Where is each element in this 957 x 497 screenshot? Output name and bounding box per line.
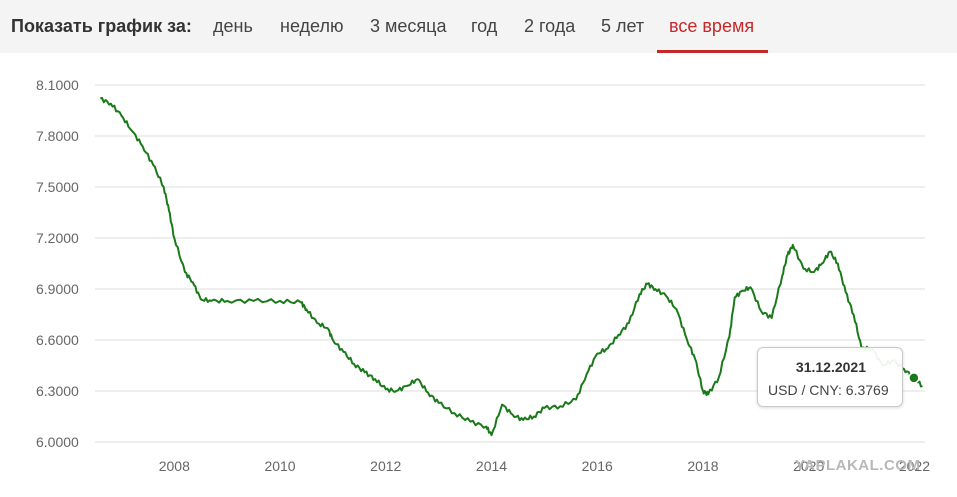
x-tick-label: 2014 <box>476 458 507 474</box>
watermark: YAPLAKAL.COM <box>795 457 921 474</box>
series-line-usd-cny <box>99 96 923 437</box>
tab-3-months[interactable]: 3 месяца <box>370 16 447 36</box>
tab-year[interactable]: год <box>471 16 498 36</box>
y-tick-label: 7.8000 <box>36 128 79 144</box>
tooltip-value: USD / CNY: 6.3769 <box>768 382 889 398</box>
x-tick-label: 2012 <box>370 458 401 474</box>
period-selector-label: Показать график за: <box>11 16 192 36</box>
tab-week[interactable]: неделю <box>280 16 344 36</box>
period-selector-bar: Показать график за: день неделю 3 месяца… <box>0 0 957 53</box>
x-tick-label: 2016 <box>582 458 613 474</box>
x-tick-label: 2010 <box>264 458 295 474</box>
highlight-point <box>908 372 920 384</box>
tooltip-date: 31.12.2021 <box>795 359 866 375</box>
x-tick-label: 2022 <box>899 458 930 474</box>
chart-tooltip: 31.12.2021 USD / CNY: 6.3769 <box>757 347 903 407</box>
active-tab-underline <box>657 50 768 53</box>
x-tick-label: 2008 <box>159 458 190 474</box>
y-tick-label: 7.2000 <box>36 230 79 246</box>
y-tick-label: 6.3000 <box>36 383 79 399</box>
y-tick-label: 8.1000 <box>36 77 79 93</box>
price-chart: 6.0000 6.3000 6.6000 6.9000 7.2000 7.5000 7.80… <box>36 77 930 474</box>
tab-5-years[interactable]: 5 лет <box>601 16 645 36</box>
tab-day[interactable]: день <box>213 16 253 36</box>
y-tick-label: 6.9000 <box>36 281 79 297</box>
y-tick-label: 6.6000 <box>36 332 79 348</box>
y-tick-label: 6.0000 <box>36 434 79 450</box>
tab-2-years[interactable]: 2 года <box>524 16 576 36</box>
x-tick-label: 2018 <box>687 458 718 474</box>
x-tick-label: 2020 <box>793 458 824 474</box>
y-tick-label: 7.5000 <box>36 179 79 195</box>
tab-all-time[interactable]: все время <box>669 16 755 36</box>
